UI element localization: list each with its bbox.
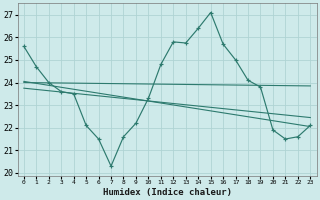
X-axis label: Humidex (Indice chaleur): Humidex (Indice chaleur) <box>103 188 232 197</box>
